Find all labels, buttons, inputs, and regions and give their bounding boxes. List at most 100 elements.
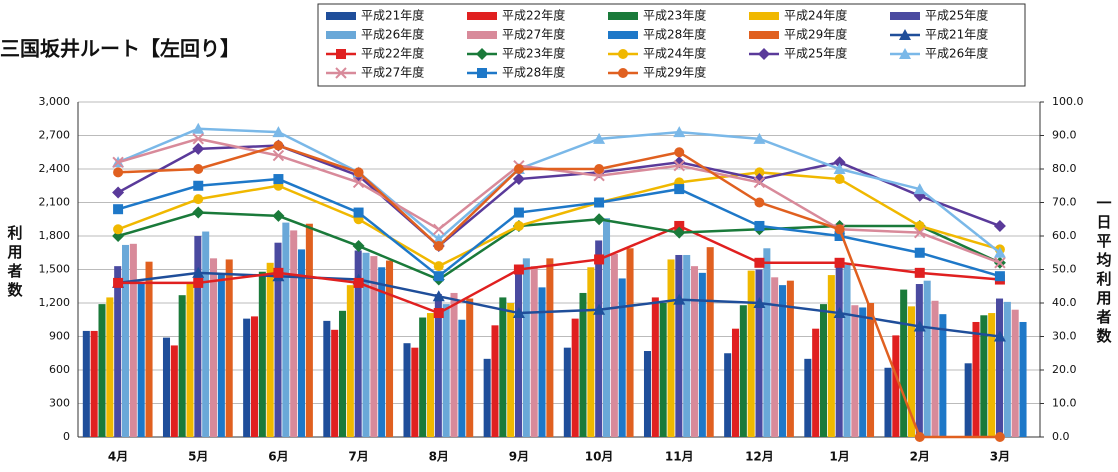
bar <box>571 318 579 437</box>
bar <box>579 292 587 437</box>
y2-tick-label: 10.0 <box>1052 397 1077 410</box>
line-marker <box>834 257 845 268</box>
line-marker <box>192 142 205 155</box>
line-marker <box>513 164 524 174</box>
line-marker <box>512 307 525 319</box>
bar <box>458 319 466 437</box>
legend-label: 平成26年度 <box>925 46 988 61</box>
line-marker <box>353 277 364 288</box>
bar <box>915 284 923 437</box>
bar <box>851 305 859 437</box>
x-tick-label: 11月 <box>665 450 694 464</box>
bar <box>331 329 339 437</box>
line <box>117 137 1001 264</box>
line-marker <box>913 183 926 195</box>
bar <box>90 330 98 437</box>
bar <box>507 303 515 437</box>
y2-tick-label: 60.0 <box>1052 229 1077 242</box>
bar <box>106 297 114 437</box>
line-marker <box>674 184 685 195</box>
line-marker <box>273 140 284 151</box>
bar <box>186 282 194 437</box>
bar <box>298 249 306 437</box>
bar <box>595 240 603 437</box>
bar <box>651 297 659 437</box>
bar <box>964 363 972 437</box>
y2-tick-label: 30.0 <box>1052 330 1077 343</box>
bar <box>354 250 362 437</box>
legend-label: 平成23年度 <box>502 46 565 61</box>
legend-label: 平成24年度 <box>643 46 706 61</box>
bar <box>82 330 90 437</box>
bar <box>491 325 499 437</box>
bar <box>137 281 145 437</box>
line-marker <box>113 224 124 235</box>
bar <box>323 320 331 437</box>
bar <box>988 313 996 437</box>
legend-swatch <box>749 31 779 39</box>
bar <box>411 347 419 437</box>
line-marker <box>352 240 365 253</box>
y-tick-label: 3,000 <box>39 95 71 108</box>
x-tick-label: 4月 <box>108 450 128 464</box>
line-marker <box>993 219 1006 232</box>
line-marker <box>899 29 911 40</box>
x-tick-label: 8月 <box>429 450 449 464</box>
bar <box>225 259 233 437</box>
bar <box>499 297 507 437</box>
bar <box>691 266 699 437</box>
line-marker <box>753 176 766 189</box>
bar <box>194 236 202 437</box>
line-marker <box>432 290 445 302</box>
line-marker <box>113 167 124 178</box>
legend-label: 平成28年度 <box>643 27 706 42</box>
bar <box>884 367 892 437</box>
line-marker <box>753 297 766 308</box>
bar <box>659 303 667 437</box>
line-marker <box>754 167 765 178</box>
legend-swatch <box>749 12 779 20</box>
legend-label: 平成29年度 <box>643 65 706 80</box>
line-marker <box>754 257 765 268</box>
bar <box>827 275 835 437</box>
bar <box>835 263 843 437</box>
bar <box>346 285 354 437</box>
line-marker <box>834 174 845 185</box>
x-tick-label: 9月 <box>509 450 529 464</box>
bar <box>362 252 370 437</box>
line-marker <box>673 159 685 172</box>
legend-label: 平成22年度 <box>502 8 565 23</box>
line-marker <box>993 330 1006 342</box>
bar <box>178 295 186 437</box>
y2-tick-label: 40.0 <box>1052 296 1077 309</box>
bar <box>755 269 763 437</box>
line-marker <box>433 308 444 319</box>
legend-swatch <box>608 31 638 39</box>
legend-label: 平成24年度 <box>784 8 847 23</box>
y-tick-label: 0 <box>63 430 70 443</box>
legend-label: 平成21年度 <box>925 27 988 42</box>
line-marker <box>593 303 606 315</box>
x-tick-label: 6月 <box>268 450 288 464</box>
bar <box>980 315 988 437</box>
bar <box>434 294 442 437</box>
bar <box>563 347 571 437</box>
line-marker <box>193 194 204 205</box>
line-marker <box>913 320 926 332</box>
y2-tick-label: 90.0 <box>1052 129 1077 142</box>
line-marker <box>833 307 846 319</box>
y-tick-label: 300 <box>49 397 70 410</box>
line <box>117 144 1001 248</box>
bar <box>931 300 939 437</box>
bar <box>290 230 298 437</box>
x-tick-label: 2月 <box>910 450 930 464</box>
y2-tick-label: 50.0 <box>1052 263 1077 276</box>
bar <box>442 304 450 437</box>
legend-label: 平成23年度 <box>643 8 706 23</box>
legend-swatch <box>326 12 356 20</box>
bar <box>419 317 427 437</box>
x-tick-label: 7月 <box>348 450 368 464</box>
line-marker <box>433 261 444 272</box>
bar <box>450 292 458 437</box>
bar <box>170 345 178 437</box>
